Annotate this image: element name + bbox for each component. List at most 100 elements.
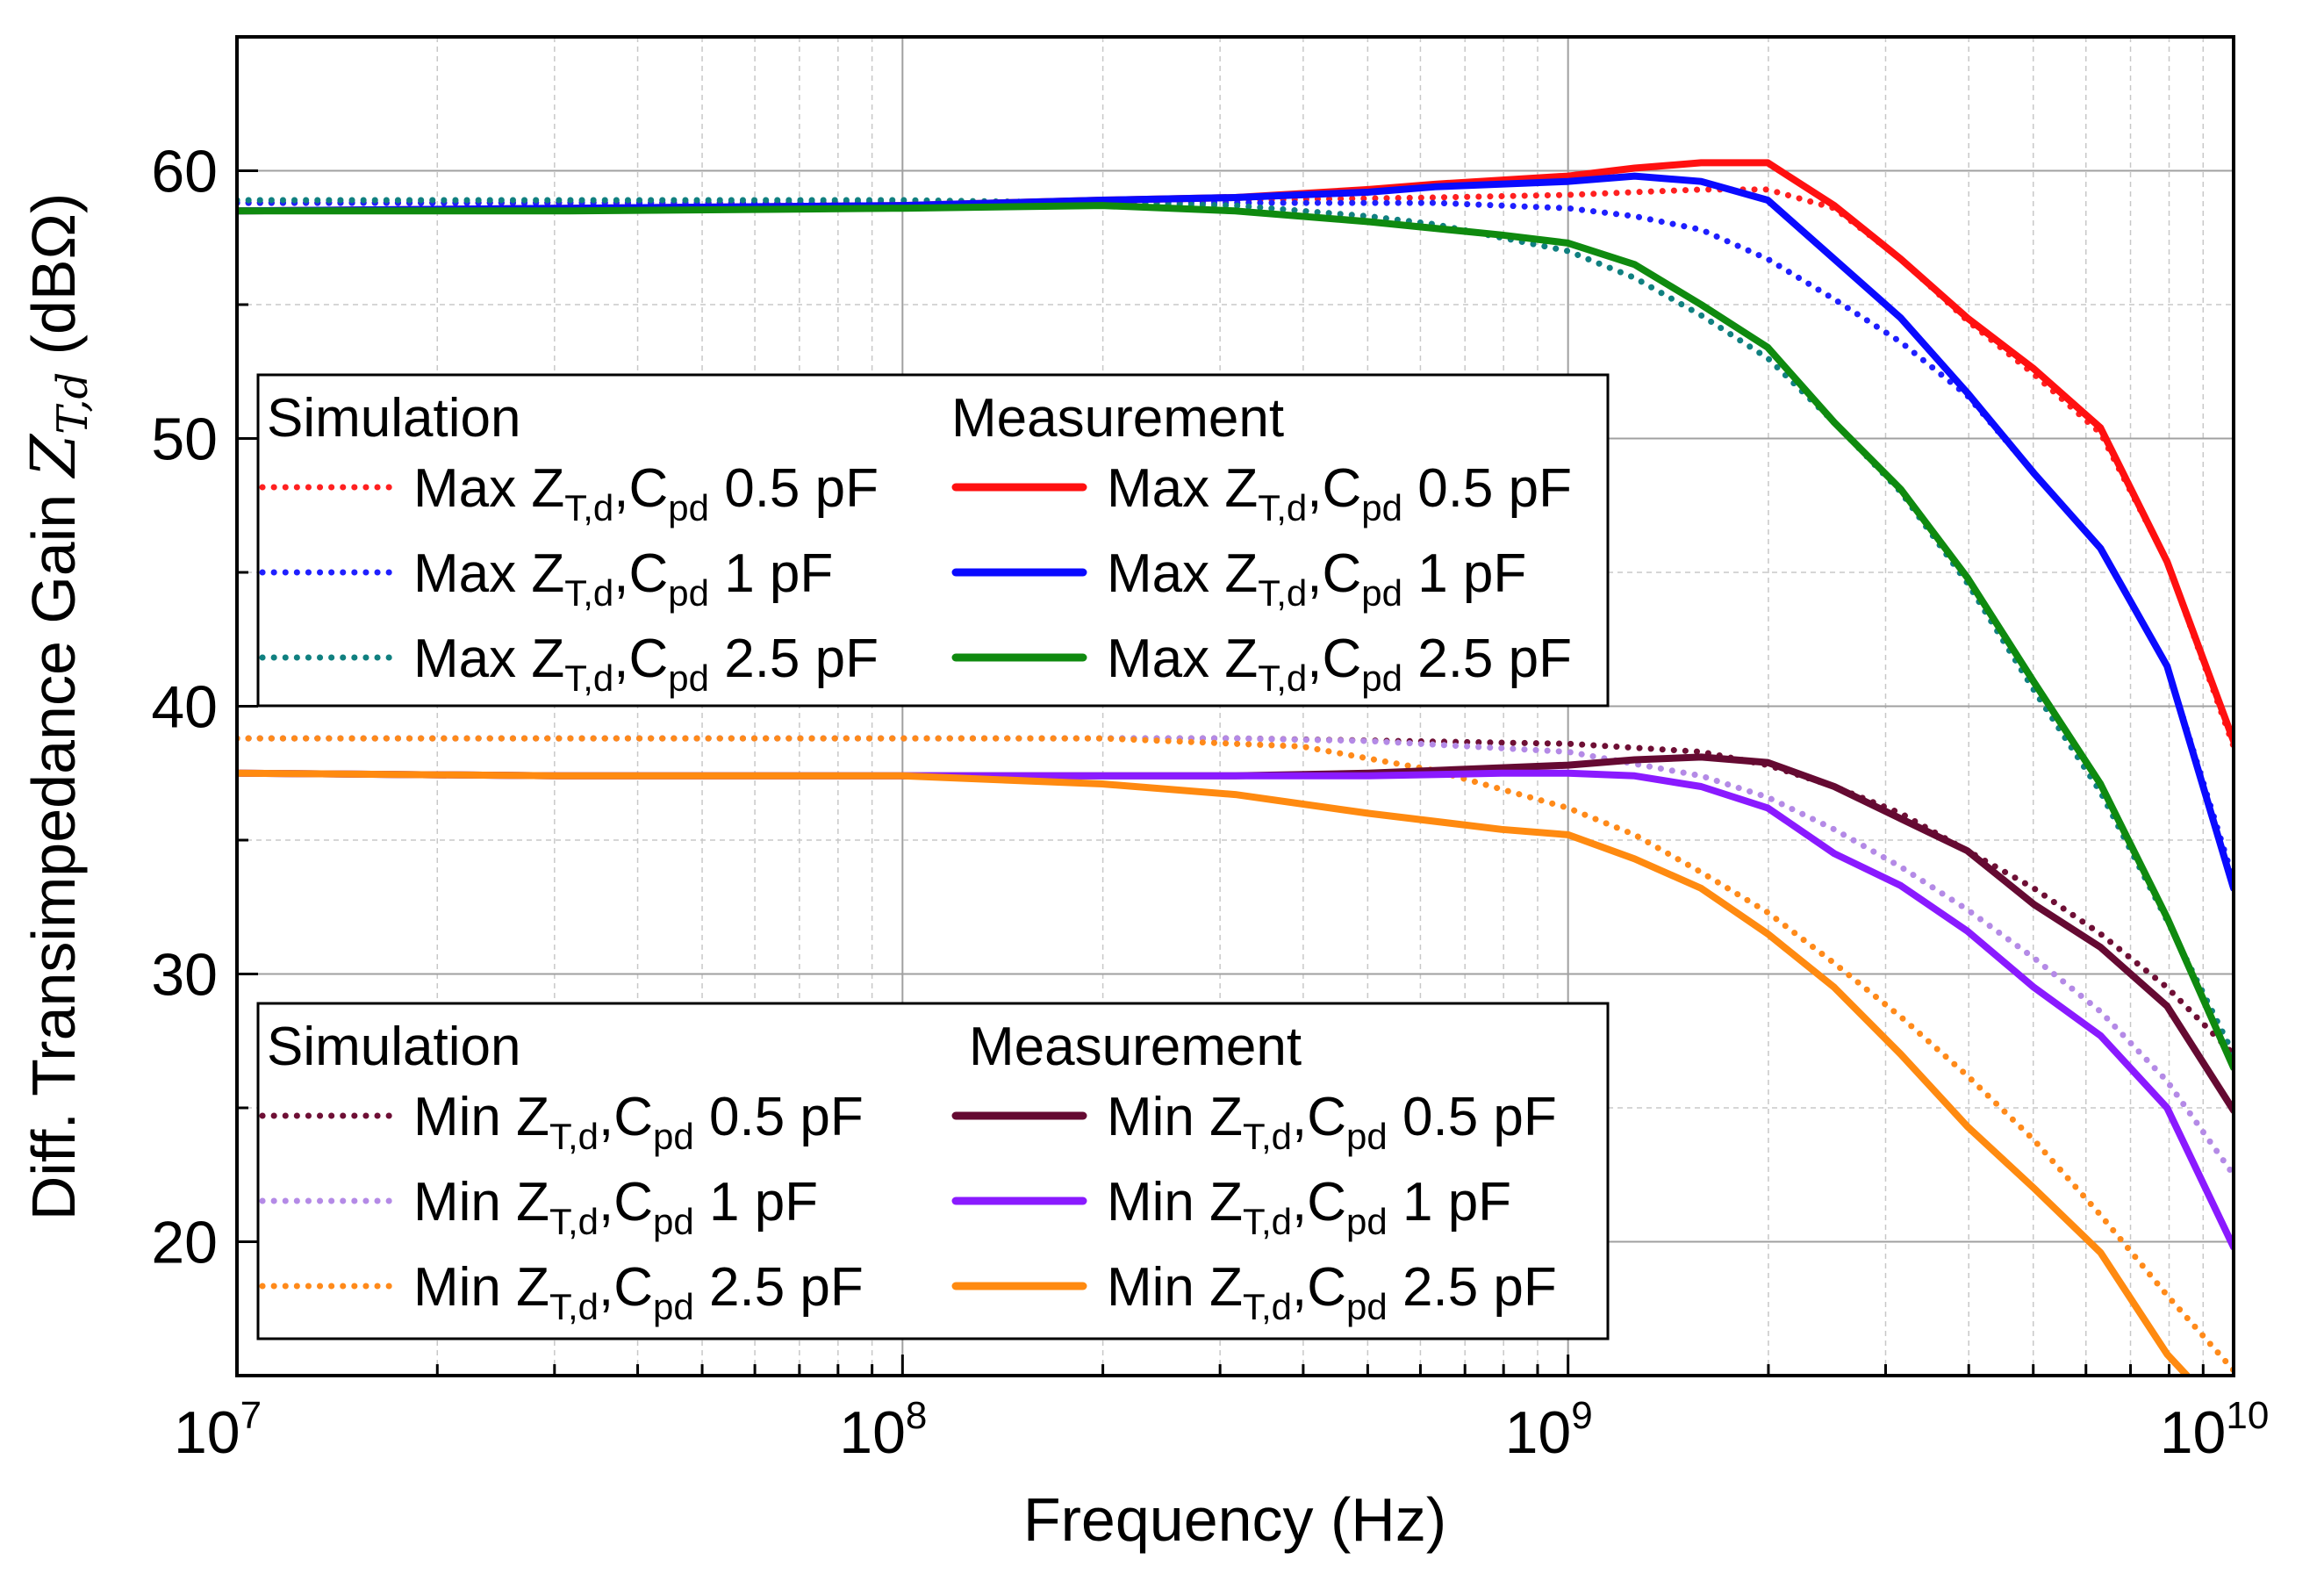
legend-label-z: Z [1224, 543, 1258, 604]
legend-label: Min ZT,d,Cpd 1 pF [413, 1172, 818, 1242]
legend-meas-title: Measurement [951, 388, 1284, 449]
legend-label-z: Z [516, 1087, 549, 1147]
legend-label-pre: Max [1107, 543, 1224, 604]
legend-label-csub: pd [1361, 487, 1402, 528]
y-tick-label: 30 [151, 942, 218, 1009]
legend-label-val: 0.5 pF [1388, 1087, 1557, 1147]
legend-label-zsub: T,d [1243, 1286, 1292, 1327]
legend-label-val: 2.5 pF [709, 629, 879, 689]
legend-label-pre: Max [413, 629, 531, 689]
legend-label-csub: pd [653, 1201, 694, 1242]
series-line-5 [237, 202, 2234, 1072]
legend-label-zsub: T,d [549, 1116, 599, 1157]
legend-label-val: 2.5 pF [694, 1257, 864, 1318]
legend-label-zsub: T,d [564, 572, 613, 614]
x-tick-base: 10 [1505, 1399, 1572, 1466]
legend-label-csub: pd [1346, 1286, 1388, 1327]
legend-label-z: Z [531, 629, 564, 689]
legend-label-val: 0.5 pF [709, 458, 879, 519]
legend-label-zsub: T,d [1243, 1201, 1292, 1242]
legend-label-z: Z [516, 1257, 549, 1318]
x-tick-exponent: 7 [240, 1394, 262, 1437]
y-tick-label: 20 [151, 1210, 218, 1276]
legend-label: Max ZT,d,Cpd 1 pF [1107, 543, 1526, 614]
legend-label-val: 0.5 pF [694, 1087, 864, 1147]
legend-sim-title: Simulation [267, 388, 520, 449]
y-tick-label: 60 [151, 139, 218, 205]
legend-label-zsub: T,d [549, 1201, 599, 1242]
y-axis-title-text: Diff. Transimpedance Gain [19, 477, 88, 1220]
legend-label-c: ,C [599, 1257, 653, 1318]
legend-label: Max ZT,d,Cpd 0.5 pF [413, 458, 879, 528]
legend-label-pre: Min [1107, 1087, 1209, 1147]
y-axis-title-symbol: Z [18, 433, 90, 478]
legend-box [256, 1002, 1610, 1340]
x-axis-title: Frequency (Hz) [1023, 1485, 1446, 1554]
x-tick-base: 10 [174, 1399, 240, 1466]
legend-label-zsub: T,d [1243, 1116, 1292, 1157]
legend-label: Max ZT,d,Cpd 2.5 pF [1107, 629, 1572, 699]
legend-label-c: ,C [599, 1087, 653, 1147]
legend-label-z: Z [1224, 458, 1258, 519]
legend-label: Min ZT,d,Cpd 1 pF [1107, 1172, 1511, 1242]
legend-label-zsub: T,d [564, 487, 613, 528]
y-axis-title-subscript: T,d [48, 372, 97, 435]
legend-label-c: ,C [1292, 1257, 1346, 1318]
y-axis-title-unit: (dBΩ) [19, 193, 88, 372]
legend-box [256, 373, 1610, 708]
legend-label-c: ,C [613, 543, 668, 604]
x-tick-base: 10 [839, 1399, 906, 1466]
legend-label: Max ZT,d,Cpd 2.5 pF [413, 629, 879, 699]
legend-label-pre: Min [413, 1257, 516, 1318]
legend-label-c: ,C [1292, 1172, 1346, 1233]
x-tick-base: 10 [2160, 1399, 2227, 1466]
legend-label-c: ,C [613, 629, 668, 689]
y-tick-label: 40 [151, 674, 218, 741]
legend-sim-title: Simulation [267, 1017, 520, 1077]
x-tick-label: 107 [174, 1394, 262, 1466]
legend-label: Min ZT,d,Cpd 2.5 pF [413, 1257, 864, 1327]
x-tick-label: 1010 [2160, 1394, 2270, 1466]
legend-label-pre: Max [1107, 458, 1224, 519]
legend-label-zsub: T,d [1258, 658, 1307, 699]
y-tick-label: 50 [151, 406, 218, 473]
legend-label: Max ZT,d,Cpd 1 pF [413, 543, 833, 614]
legend-label-csub: pd [653, 1116, 694, 1157]
legend-label-csub: pd [1361, 658, 1402, 699]
series-lines [237, 159, 2234, 1376]
x-tick-label: 108 [839, 1394, 927, 1466]
legend-label-zsub: T,d [1258, 487, 1307, 528]
legend-label-z: Z [1224, 629, 1258, 689]
legend-label-csub: pd [1346, 1201, 1388, 1242]
legend-label-csub: pd [668, 572, 709, 614]
legend-label-c: ,C [1307, 543, 1361, 604]
legend-label-val: 1 pF [694, 1172, 818, 1233]
legend-label-zsub: T,d [1258, 572, 1307, 614]
legend-label-pre: Max [1107, 629, 1224, 689]
series-line-4 [237, 172, 2234, 892]
legend-label-csub: pd [668, 658, 709, 699]
legend-label-z: Z [516, 1172, 549, 1233]
x-tick-exponent: 9 [1571, 1394, 1592, 1437]
legend-label-c: ,C [1307, 458, 1361, 519]
series-line-2 [237, 197, 2234, 1058]
legend-label-zsub: T,d [549, 1286, 599, 1327]
legend-label-val: 2.5 pF [1388, 1257, 1557, 1318]
legend-label-c: ,C [613, 458, 668, 519]
series-line-11 [237, 769, 2191, 1376]
x-tick-exponent: 10 [2226, 1394, 2269, 1437]
legend-label-z: Z [531, 458, 564, 519]
legend-label-pre: Min [1107, 1172, 1209, 1233]
legend-label-val: 1 pF [1388, 1172, 1511, 1233]
legend-label: Min ZT,d,Cpd 0.5 pF [1107, 1087, 1557, 1157]
legend-label-z: Z [531, 543, 564, 604]
legend-label-val: 0.5 pF [1402, 458, 1572, 519]
legend-label-pre: Min [413, 1087, 516, 1147]
legend-label: Min ZT,d,Cpd 2.5 pF [1107, 1257, 1557, 1327]
legend-label-z: Z [1209, 1172, 1243, 1233]
legend-label-pre: Min [1107, 1257, 1209, 1318]
